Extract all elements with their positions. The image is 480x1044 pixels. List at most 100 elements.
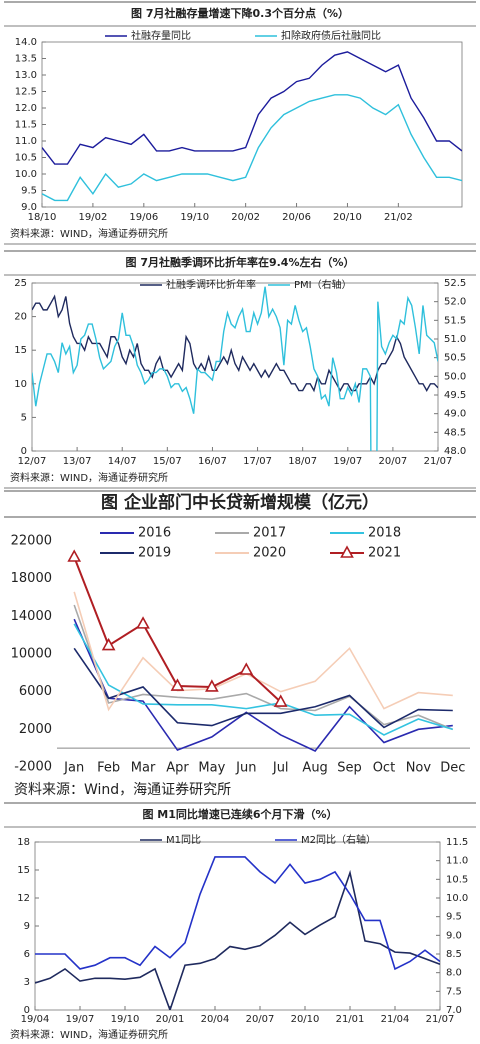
y-tick-label: 9.5	[21, 186, 37, 197]
point	[67, 549, 82, 562]
y-tick-label: 20	[14, 312, 27, 323]
series-line	[73, 647, 453, 729]
legend-label: M2同比（右轴）	[301, 833, 376, 846]
plot	[42, 51, 462, 202]
point	[170, 678, 185, 691]
y2-tick-label: 51.5	[444, 315, 466, 326]
x-tick-label: 17/07	[243, 456, 272, 467]
x-tick-label: 15/07	[153, 456, 182, 467]
y2-tick-label: 49.0	[444, 409, 466, 420]
point	[273, 694, 288, 707]
y-tick-label: 10.5	[15, 153, 37, 164]
source: 资料来源：WIND，海通证券研究所	[10, 1028, 168, 1041]
y2-tick-label: 48.0	[444, 446, 466, 457]
x-tick-label: May	[198, 761, 225, 776]
series-line	[73, 623, 454, 736]
x-tick-label: 20/06	[282, 212, 311, 223]
y2-tick-label: 52.0	[444, 297, 466, 308]
chart-title: 图 企业部门中长贷新增规模（亿元）	[101, 492, 379, 513]
x-tick-label: Apr	[166, 761, 189, 776]
x-tick-label: 18/07	[288, 456, 317, 467]
series-line	[42, 94, 462, 202]
x-tick-label: Jun	[235, 761, 256, 776]
series-line	[35, 869, 440, 1010]
legend-label: PMI（右轴）	[294, 278, 352, 291]
point	[136, 616, 150, 629]
x-tick-label: 12/07	[18, 456, 47, 467]
y-tick-label: 9.0	[21, 202, 37, 213]
y2-tick-label: 11.5	[446, 837, 468, 848]
legend-label: 2019	[138, 546, 171, 561]
series-line	[35, 856, 440, 971]
y-tick-label: 18	[17, 837, 30, 848]
y-tick-label: 3	[24, 977, 30, 988]
x-tick-label: 19/02	[78, 212, 107, 223]
y2-tick-label: 49.5	[444, 390, 466, 401]
x-tick-label: 19/10	[111, 1014, 140, 1025]
x-tick-label: Feb	[97, 761, 120, 776]
y-tick-label: -2000	[14, 760, 52, 775]
plot	[67, 549, 454, 752]
chart-title: 图 7月社融季调环比折年率在9.4%左右（%）	[125, 255, 354, 269]
chart-title: 图 7月社融存量增速下降0.3个百分点（%）	[131, 6, 349, 20]
plot	[32, 286, 438, 451]
source: 资料来源：Wind，海通证券研究所	[14, 782, 231, 798]
y-tick-label: 0	[24, 1005, 30, 1016]
x-tick-label: 16/07	[198, 456, 227, 467]
y-tick-label: 2000	[19, 722, 52, 737]
point	[239, 662, 254, 675]
x-tick-label: 20/01	[156, 1014, 185, 1025]
x-tick-label: 20/02	[231, 212, 260, 223]
x-tick-label: 21/02	[384, 212, 413, 223]
y-tick-label: 25	[14, 278, 27, 289]
point	[101, 637, 116, 651]
plot	[35, 856, 440, 1010]
legend-label: 2020	[253, 546, 286, 561]
y2-tick-label: 8.0	[446, 968, 462, 979]
x-tick-label: 20/10	[291, 1014, 320, 1025]
y-tick-label: 13.5	[15, 54, 37, 65]
series-line	[73, 591, 453, 712]
y-tick-label: 10.0	[15, 169, 37, 180]
y-tick-label: 0	[21, 446, 27, 457]
series-line	[73, 604, 454, 731]
legend-label: 2018	[368, 526, 401, 541]
y-tick-label: 11.0	[15, 136, 37, 147]
x-tick-label: Oct	[373, 761, 395, 776]
y-tick-label: 22000	[11, 534, 52, 549]
x-tick-label: 13/07	[63, 456, 92, 467]
legend-label: 2021	[368, 546, 401, 561]
x-tick-label: Sep	[337, 761, 362, 776]
x-tick-label: 20/07	[378, 456, 407, 467]
y-tick-label: 10	[14, 379, 27, 390]
legend-label: 社融存量同比	[131, 29, 191, 42]
y-tick-label: 11.5	[15, 120, 37, 131]
y-tick-label: 12.0	[15, 103, 37, 114]
y2-tick-label: 50.5	[444, 353, 466, 364]
chart-title: 图 M1同比增速已连续6个月下滑（%）	[142, 807, 337, 821]
y-tick-label: 6000	[19, 684, 52, 699]
x-tick-label: 18/10	[28, 212, 57, 223]
source: 资料来源：WIND，海通证券研究所	[10, 471, 168, 484]
y-tick-label: 15	[14, 345, 27, 356]
legend-label: 扣除政府债后社融同比	[281, 29, 381, 42]
y2-tick-label: 8.5	[446, 949, 462, 960]
legend-label: 2016	[138, 526, 171, 541]
x-tick-label: 21/07	[424, 456, 453, 467]
x-tick-label: 20/10	[333, 212, 362, 223]
x-tick-label: 19/06	[129, 212, 158, 223]
x-tick-label: 19/07	[333, 456, 362, 467]
x-tick-label: Nov	[406, 761, 432, 776]
x-tick-label: 21/07	[426, 1014, 455, 1025]
x-tick-label: Aug	[302, 761, 327, 776]
x-tick-label: Mar	[131, 761, 156, 776]
legend-label: 社融季调环比折年率	[166, 278, 256, 291]
x-tick-label: 21/01	[336, 1014, 365, 1025]
y2-tick-label: 52.5	[444, 278, 466, 289]
y2-tick-label: 48.5	[444, 427, 466, 438]
x-tick-label: 19/07	[66, 1014, 95, 1025]
y-tick-label: 12.5	[15, 87, 37, 98]
y2-tick-label: 50.0	[444, 371, 466, 382]
x-tick-label: Dec	[440, 761, 465, 776]
y2-tick-label: 11.0	[446, 856, 468, 867]
